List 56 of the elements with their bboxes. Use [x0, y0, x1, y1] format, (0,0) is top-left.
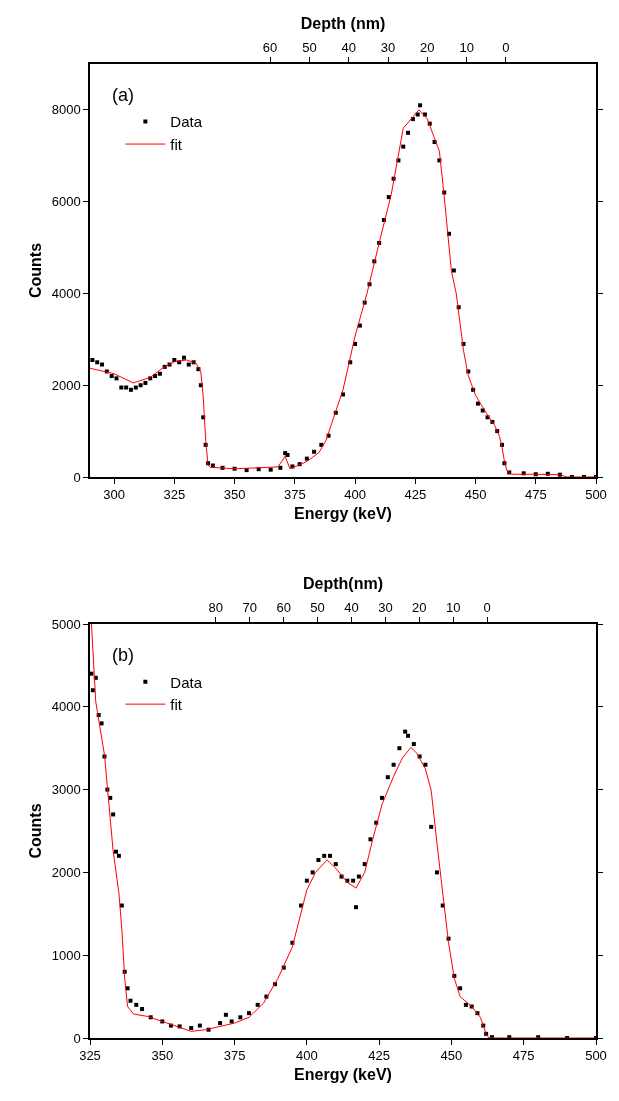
x-tick-label: 350 [223, 487, 246, 503]
y-axis-title: Counts [27, 803, 45, 859]
x2-tick-label: 30 [378, 600, 393, 616]
y-tick-label: 5000 [51, 616, 81, 632]
x-tick-label: 475 [512, 1048, 535, 1064]
y-tick-label: 3000 [51, 782, 81, 798]
x-tick-label: 325 [79, 1048, 101, 1064]
x2-tick-label: 50 [302, 40, 317, 56]
y-tick-label: 4000 [51, 285, 81, 301]
x2-tick-label: 60 [262, 40, 278, 56]
x2-tick-label: 70 [242, 600, 257, 616]
x2-tick-label: 40 [344, 600, 359, 616]
x-tick-label: 500 [585, 1048, 607, 1064]
x2-tick-label: 20 [412, 600, 427, 616]
x-tick-label: 500 [585, 487, 607, 503]
x-tick-label: 425 [368, 1048, 390, 1064]
x2-tick-label: 40 [341, 40, 356, 56]
x2-tick-label: 80 [208, 600, 224, 616]
x-tick-label: 350 [151, 1048, 174, 1064]
x-tick-label: 400 [296, 1048, 318, 1064]
y-axis-title: Counts [27, 242, 45, 299]
x-tick-label: 375 [223, 1048, 246, 1064]
x2-tick-label: 30 [380, 40, 396, 56]
x-tick-label: 400 [344, 487, 366, 503]
x2-tick-label: 20 [420, 40, 435, 56]
x2-axis-title: Depth (nm) [300, 15, 386, 33]
x-tick-label: 450 [464, 487, 487, 503]
x-tick-label: 325 [163, 487, 186, 503]
x2-tick-label: 0 [483, 600, 491, 616]
x-tick-label: 300 [103, 487, 125, 503]
y-tick-label: 4000 [51, 699, 81, 715]
x2-tick-label: 10 [459, 40, 474, 56]
y-tick-label: 6000 [51, 194, 81, 210]
y-tick-label: 8000 [51, 102, 81, 118]
x-tick-label: 375 [283, 487, 306, 503]
legend-label: fit [170, 696, 183, 713]
legend-label: Data [170, 113, 203, 131]
x2-tick-label: 0 [502, 40, 510, 56]
x-axis-title: Energy (keV) [294, 1065, 392, 1083]
x-axis-title: Energy (keV) [294, 504, 392, 522]
y-tick-label: 0 [73, 1030, 81, 1046]
y-tick-label: 2000 [51, 377, 81, 393]
x2-axis-title: Depth(nm) [303, 575, 383, 593]
legend-label: fit [170, 135, 183, 153]
annotation: (b) [112, 645, 134, 665]
y-tick-label: 0 [73, 469, 81, 485]
x-tick-label: 475 [524, 487, 547, 503]
x2-tick-label: 10 [445, 600, 461, 616]
y-tick-label: 1000 [51, 947, 81, 963]
x2-tick-label: 50 [310, 600, 325, 616]
x-tick-label: 425 [404, 487, 427, 503]
y-tick-label: 2000 [51, 864, 81, 880]
x2-tick-label: 60 [276, 600, 291, 616]
x-tick-label: 450 [440, 1048, 463, 1064]
legend-label: Data [170, 673, 203, 691]
annotation: (a) [112, 85, 134, 105]
